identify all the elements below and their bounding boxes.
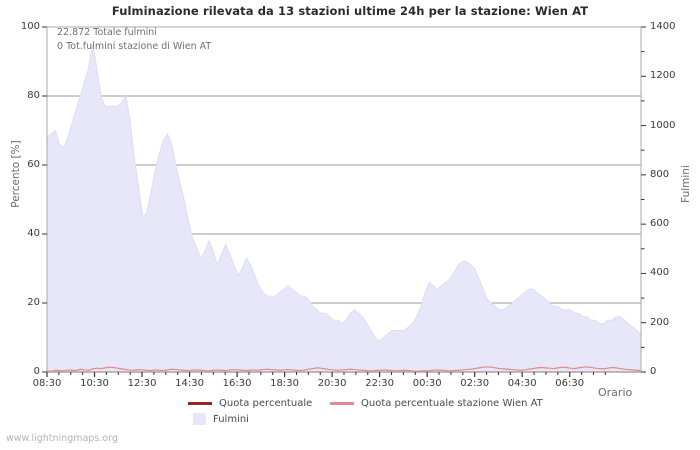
annotation-total-lightning: 22.872 Totale fulmini [57,27,157,38]
footer-url: www.lightningmaps.org [6,433,118,444]
annotation-station-lightning: 0 Tot.fulmini stazione di Wien AT [57,41,212,52]
ytick-left-label: 40 [27,228,40,239]
xtick-label: 14:30 [175,378,204,389]
legend-item-quota-percentuale[interactable]: Quota percentuale [188,398,312,409]
legend-line-swatch [188,402,212,405]
xtick-label: 22:30 [365,378,395,389]
chart-title: Fulminazione rilevata da 13 stazioni ult… [111,4,589,18]
ytick-right-label: 800 [650,168,670,180]
series-line-quota-percentuale-wien [46,366,642,372]
ytick-right-label: 1200 [650,70,676,82]
xtick-label: 20:30 [317,378,347,389]
legend-item-label: Quota percentuale [219,398,313,409]
ytick-right-label: 1000 [650,119,676,131]
ytick-left-label: 80 [27,90,40,101]
ytick-right-label: 600 [650,218,670,230]
ytick-right-label: 400 [650,267,670,279]
xtick-label: 10:30 [80,378,109,389]
x-axis-label: Orario [598,386,633,399]
xtick-label: 06:30 [555,378,585,389]
ytick-right-label: 200 [650,316,670,328]
ytick-left-label: 20 [27,297,40,308]
legend-line-swatch [330,402,354,405]
legend-item-label: Fulmini [213,413,249,425]
xtick-label: 08:30 [32,378,62,389]
ytick-right-label: 0 [650,366,657,377]
xtick-label: 16:30 [222,378,252,389]
ytick-right-label: 1400 [650,21,676,32]
legend-item-label: Quota percentuale stazione Wien AT [361,398,543,409]
xtick-label: 18:30 [270,378,299,389]
ytick-left-label: 100 [20,21,40,32]
legend-area-swatch [193,413,206,425]
series-area-fulmini [47,44,641,372]
y-axis-label-left: Percento [%] [10,140,22,208]
series-area-outline [46,44,642,342]
xtick-label: 04:30 [507,378,537,389]
xtick-label: 12:30 [127,378,157,389]
xtick-label: 02:30 [460,378,490,389]
ytick-left-label: 60 [27,159,40,170]
xtick-label: 00:30 [412,378,442,389]
legend-item-fulmini[interactable]: Fulmini [188,413,249,425]
ytick-left-label: 0 [33,366,40,377]
legend-item-quota-percentuale-wien[interactable]: Quota percentuale stazione Wien AT [330,398,543,409]
